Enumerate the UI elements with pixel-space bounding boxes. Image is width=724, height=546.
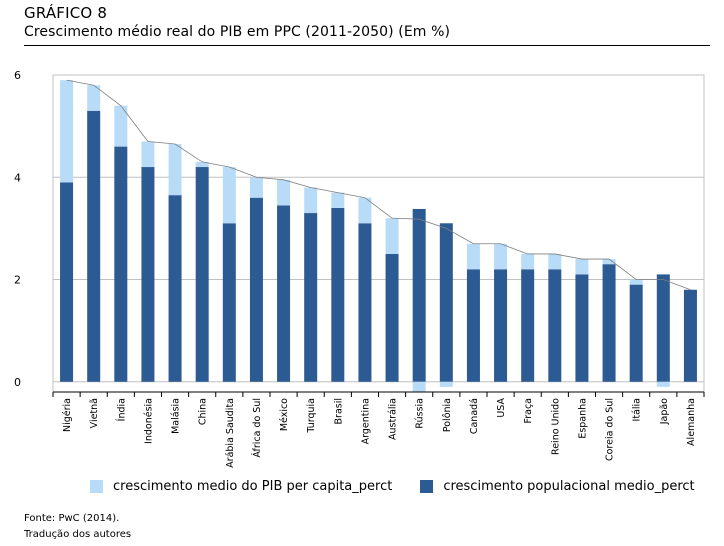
bar-per-capita — [466, 243, 480, 270]
bar-per-capita — [521, 253, 535, 270]
x-tick-label: Brasil — [333, 398, 344, 424]
source-note: Fonte: PwC (2014). Tradução dos autores — [24, 511, 131, 543]
bar-population — [521, 269, 535, 382]
bar-chart: 0 2 4 6 Nigéria Vietnã Índia Indonésia Malásia C… — [14, 69, 705, 468]
bar-per-capita — [494, 243, 508, 270]
x-tick-label: Indonésia — [143, 398, 154, 444]
bar-per-capita — [412, 381, 426, 392]
x-tick-label: Argentina — [360, 398, 371, 444]
bar-population — [412, 208, 426, 382]
figure-title: Crescimento médio real do PIB em PPC (20… — [24, 24, 451, 40]
legend-swatch-dark — [420, 480, 434, 493]
total-growth-line — [66, 79, 691, 291]
bar-per-capita — [331, 192, 345, 208]
bar-population — [277, 205, 291, 382]
bar-per-capita — [249, 177, 263, 198]
x-tick-label: Fraça — [523, 398, 534, 424]
bar-population — [494, 269, 508, 382]
bar-per-capita — [141, 141, 155, 168]
bar-population — [575, 274, 589, 382]
x-tick-label: Arábia Saudita — [225, 398, 236, 468]
x-tick-label: Nigéria — [62, 398, 73, 432]
bar-per-capita — [304, 187, 318, 214]
x-tick-label: Alemanha — [686, 398, 697, 446]
bar-population — [466, 269, 480, 382]
legend-label-population: crescimento populacional medio_perct — [443, 479, 695, 494]
bar-per-capita — [195, 161, 209, 168]
bars — [60, 80, 697, 392]
bar-population — [548, 269, 562, 382]
x-tick-label: Espanha — [577, 398, 588, 439]
x-tick-label: Malásia — [171, 398, 182, 434]
bar-population — [331, 207, 345, 382]
bar-population — [602, 264, 616, 382]
legend: crescimento medio do PIB per capita_perc… — [90, 479, 723, 494]
x-tick-label: Reino Unido — [550, 398, 561, 455]
bar-population — [249, 197, 263, 382]
x-tick-label: Canadá — [469, 398, 480, 434]
total-line — [66, 79, 691, 291]
bar-per-capita — [168, 144, 182, 196]
x-tick-label: Coreia do Sul — [605, 398, 616, 461]
bar-per-capita — [602, 259, 616, 265]
bar-per-capita — [114, 105, 128, 147]
bar-population — [141, 167, 155, 382]
x-tick-label: Japão — [659, 398, 670, 425]
bar-population — [222, 223, 236, 382]
title-rule — [24, 45, 710, 46]
y-tick-labels: 0 2 4 6 — [14, 69, 21, 389]
bar-population — [358, 223, 372, 382]
bar-per-capita — [575, 259, 589, 275]
x-tick-label: Índia — [115, 398, 127, 421]
bar-per-capita — [656, 381, 670, 387]
bar-per-capita — [385, 218, 399, 254]
x-tick-label: China — [198, 398, 209, 425]
x-tick-label: Itália — [632, 398, 643, 421]
bar-population — [168, 195, 182, 382]
source-line: Fonte: PwC (2014). — [24, 513, 120, 524]
x-tick-label: México — [279, 398, 290, 431]
legend-item-population: crescimento populacional medio_perct — [420, 479, 695, 494]
bar-population — [385, 253, 399, 382]
x-tick-label: Rússia — [415, 398, 426, 429]
bar-per-capita — [222, 167, 236, 224]
x-tick-label: Austrália — [388, 398, 399, 440]
translation-note: Tradução dos autores — [24, 529, 132, 540]
figure-label: GRÁFICO 8 — [24, 4, 108, 22]
bar-per-capita — [439, 381, 453, 387]
bar-population — [60, 182, 74, 382]
x-tick-label: Vietnã — [89, 398, 100, 428]
bar-population — [87, 110, 101, 382]
x-tick-label: África do Sul — [251, 398, 263, 458]
bar-per-capita — [277, 179, 291, 206]
bar-population — [683, 289, 697, 382]
bar-population — [629, 284, 643, 382]
bar-population — [656, 274, 670, 382]
bar-per-capita — [60, 80, 74, 183]
bar-population — [195, 167, 209, 382]
bar-population — [439, 223, 453, 382]
legend-item-per-capita: crescimento medio do PIB per capita_perc… — [90, 479, 392, 494]
bar-per-capita — [87, 85, 101, 111]
bar-population — [114, 146, 128, 382]
x-tick-label: Polônia — [442, 398, 453, 432]
y-tick-label: 2 — [14, 274, 21, 287]
y-tick-label: 6 — [14, 69, 21, 82]
bar-per-capita — [358, 197, 372, 224]
bar-per-capita — [629, 279, 643, 285]
legend-label-per-capita: crescimento medio do PIB per capita_perc… — [113, 479, 393, 494]
x-axis — [52, 391, 705, 397]
y-tick-label: 4 — [14, 171, 21, 184]
bar-population — [304, 213, 318, 382]
x-tick-labels: Nigéria Vietnã Índia Indonésia Malásia China A… — [62, 398, 697, 468]
y-tick-label: 0 — [14, 376, 21, 389]
x-tick-label: Turquia — [306, 398, 317, 434]
x-tick-label: USA — [496, 398, 507, 418]
bar-per-capita — [548, 253, 562, 270]
legend-swatch-light — [90, 480, 103, 493]
